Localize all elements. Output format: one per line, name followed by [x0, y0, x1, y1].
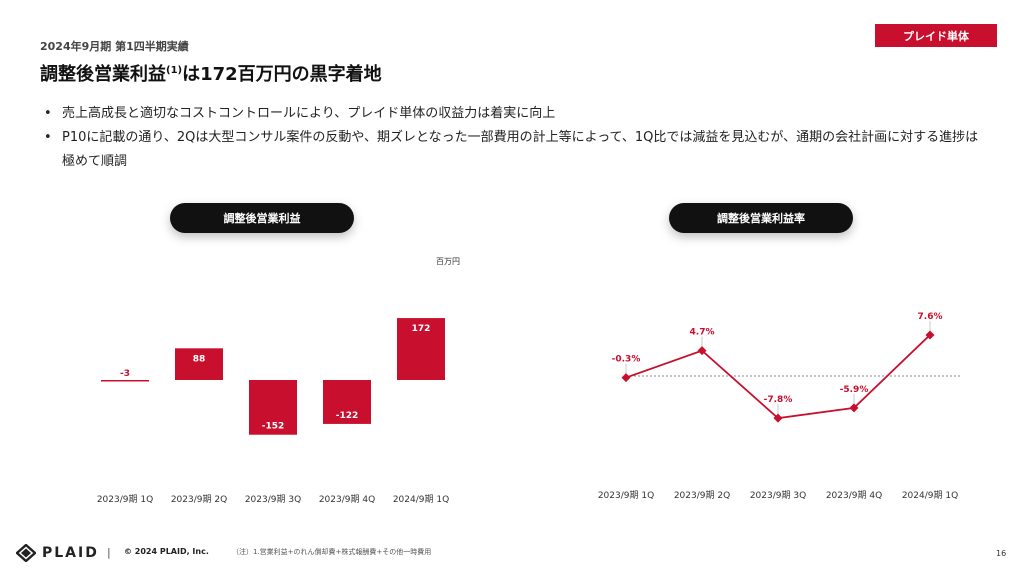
- title-main: 調整後営業利益: [40, 64, 166, 85]
- bar: [323, 380, 371, 424]
- bar-value-label: 172: [412, 324, 431, 334]
- x-tick-label: 2023/9期 4Q: [319, 494, 375, 505]
- x-tick-label: 2023/9期 2Q: [171, 494, 227, 505]
- adjusted-operating-profit-bar-chart: -3 2023/9期 1Q 88 2023/9期 2Q -152 2023/9期 3Q -1…: [97, 318, 449, 505]
- bar: [397, 318, 445, 380]
- bar: [101, 380, 149, 382]
- x-tick-label: 2024/9期 1Q: [902, 490, 958, 501]
- plaid-logo-text: PLAID: [42, 545, 99, 561]
- bar: [175, 348, 223, 380]
- title-rest: は172百万円の黒字着地: [182, 64, 382, 85]
- x-tick-label: 2023/9期 2Q: [674, 490, 730, 501]
- scope-tag: プレイド単体: [875, 24, 997, 47]
- page-title: 調整後営業利益(1)は172百万円の黒字着地: [40, 60, 382, 86]
- x-tick-label: 2023/9期 1Q: [598, 490, 654, 501]
- x-tick-label: 2024/9期 1Q: [393, 494, 449, 505]
- footer-separator: |: [107, 546, 111, 559]
- adjusted-operating-margin-line-chart: -0.3% 2023/9期 1Q 4.7% 2023/9期 2Q -7.8% 2023/9…: [598, 312, 962, 501]
- page-number: 16: [996, 549, 1007, 558]
- copyright: © 2024 PLAID, Inc.: [124, 547, 209, 556]
- point-value-label: 7.6%: [918, 312, 943, 322]
- bar: [249, 380, 297, 435]
- footnote: （注）1.営業利益+のれん償却費+株式報酬費+その他一時費用: [232, 548, 432, 556]
- x-tick-label: 2023/9期 1Q: [97, 494, 153, 505]
- section-subtitle: 2024年9月期 第1四半期実績: [40, 40, 189, 53]
- x-tick-label: 2023/9期 3Q: [750, 490, 806, 501]
- bullet-item: 売上高成長と適切なコストコントロールにより、プレイド単体の収益力は着実に向上: [44, 102, 984, 126]
- right-chart-title-pill: 調整後営業利益率: [669, 203, 853, 233]
- bar-value-label: -122: [336, 411, 359, 421]
- point-value-label: -7.8%: [764, 395, 793, 405]
- data-point: [773, 413, 783, 423]
- bar-value-label: -152: [262, 422, 285, 432]
- bar-value-label: 88: [193, 354, 206, 364]
- title-footnote-ref: (1): [166, 65, 183, 76]
- left-chart-title-pill: 調整後営業利益: [170, 203, 354, 233]
- data-point: [849, 403, 859, 413]
- data-point: [621, 373, 631, 383]
- plaid-logo-icon: [16, 544, 36, 562]
- left-chart-unit: 百万円: [436, 257, 460, 266]
- point-value-label: -5.9%: [840, 385, 869, 395]
- x-tick-label: 2023/9期 3Q: [245, 494, 301, 505]
- bullet-list: 売上高成長と適切なコストコントロールにより、プレイド単体の収益力は着実に向上 P…: [44, 102, 984, 174]
- data-point: [925, 330, 935, 340]
- bullet-item: P10に記載の通り、2Qは大型コンサル案件の反動や、期ズレとなった一部費用の計上…: [44, 126, 984, 174]
- x-tick-label: 2023/9期 4Q: [826, 490, 882, 501]
- plaid-logo: PLAID: [16, 544, 99, 562]
- point-value-label: 4.7%: [690, 328, 715, 338]
- point-value-label: -0.3%: [612, 355, 641, 365]
- data-point: [697, 346, 707, 356]
- bar-value-label: -3: [120, 369, 130, 379]
